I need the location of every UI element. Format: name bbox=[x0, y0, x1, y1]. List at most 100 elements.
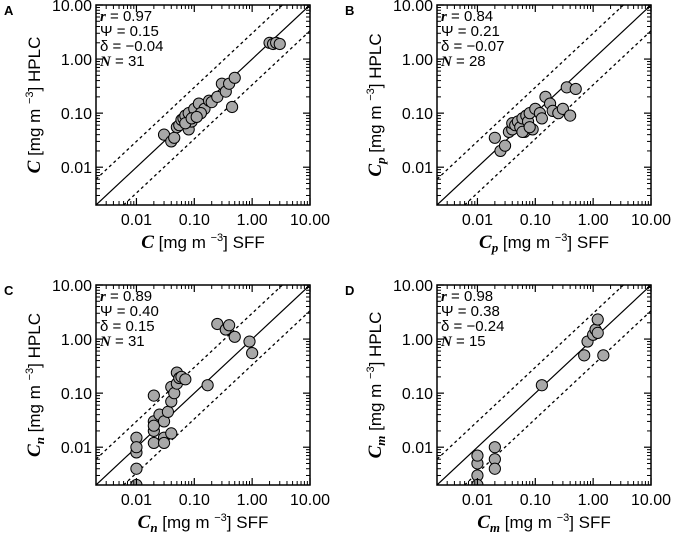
y-tick-label: 0.01 bbox=[61, 160, 92, 177]
y-tick-label: 0.01 bbox=[402, 160, 433, 177]
data-point bbox=[597, 349, 610, 362]
data-point bbox=[190, 110, 203, 124]
data-point bbox=[228, 71, 241, 84]
x-tick-label: 10.00 bbox=[631, 492, 671, 509]
y-axis-label: Cn [mg m −3] HPLC bbox=[24, 313, 47, 457]
y-tick-label: 0.01 bbox=[61, 440, 92, 457]
upper-envelope-line bbox=[437, 285, 624, 460]
panel-letter: A bbox=[4, 3, 14, 18]
y-tick-label: 10.00 bbox=[52, 278, 92, 295]
lower-envelope-line bbox=[123, 30, 310, 205]
stat-n: N = 31 bbox=[99, 53, 145, 70]
x-tick-label: 0.10 bbox=[520, 212, 551, 229]
plot-area bbox=[96, 285, 310, 485]
data-point bbox=[201, 379, 214, 392]
stat-delta: δ = −0.24 bbox=[441, 318, 504, 335]
x-tick-label: 0.10 bbox=[520, 492, 551, 509]
y-tick-label: 0.10 bbox=[402, 106, 433, 123]
panel-letter: B bbox=[345, 3, 354, 18]
data-point bbox=[243, 335, 256, 348]
plot-frame bbox=[436, 4, 652, 206]
y-tick-label: 10.00 bbox=[393, 278, 433, 295]
data-point bbox=[535, 112, 548, 125]
plot-frame bbox=[95, 284, 311, 486]
x-axis-label: Cp [mg m −3] SFF bbox=[479, 232, 609, 255]
stat-psi: Ψ = 0.38 bbox=[441, 303, 500, 320]
stat-psi: Ψ = 0.15 bbox=[100, 23, 159, 40]
lower-envelope-line bbox=[123, 310, 310, 485]
data-point bbox=[273, 37, 286, 51]
stat-n: N = 15 bbox=[440, 333, 486, 350]
data-point bbox=[165, 427, 178, 440]
y-tick-label: 1.00 bbox=[61, 332, 92, 349]
data-point bbox=[147, 389, 160, 402]
stat-n: N = 31 bbox=[99, 333, 145, 350]
data-point bbox=[246, 347, 259, 360]
one-to-one-line bbox=[437, 5, 651, 205]
upper-envelope-line bbox=[96, 5, 283, 180]
upper-envelope-line bbox=[96, 285, 283, 460]
plot-frame bbox=[95, 4, 311, 206]
x-tick-label: 10.00 bbox=[290, 492, 330, 509]
x-tick-label: 0.10 bbox=[179, 492, 210, 509]
plot-area bbox=[96, 5, 310, 205]
x-tick-label: 0.10 bbox=[179, 212, 210, 229]
y-tick-label: 1.00 bbox=[402, 332, 433, 349]
stat-delta: δ = 0.15 bbox=[100, 318, 155, 335]
y-tick-label: 10.00 bbox=[393, 0, 433, 15]
plot-area bbox=[437, 5, 651, 205]
y-tick-label: 1.00 bbox=[61, 52, 92, 69]
data-point bbox=[591, 313, 604, 326]
data-point bbox=[225, 100, 239, 114]
x-axis-label: Cn [mg m −3] SFF bbox=[138, 512, 269, 535]
plot-frame bbox=[436, 284, 652, 486]
y-tick-label: 1.00 bbox=[402, 52, 433, 69]
data-point bbox=[157, 436, 171, 450]
stat-psi: Ψ = 0.21 bbox=[441, 23, 500, 40]
x-axis-label: C [mg m −3] SFF bbox=[141, 232, 264, 253]
x-tick-label: 10.00 bbox=[631, 212, 671, 229]
panel-d: 0.01 0.01 0.10 0.10 1.00 1.00 10.00 10.00 D r = 0… bbox=[345, 278, 671, 535]
x-tick-label: 0.01 bbox=[121, 212, 152, 229]
x-tick-label: 1.00 bbox=[578, 492, 609, 509]
data-point bbox=[130, 441, 143, 454]
data-point bbox=[130, 462, 143, 475]
data-point bbox=[488, 441, 501, 454]
x-tick-label: 1.00 bbox=[237, 492, 268, 509]
panel-letter: D bbox=[345, 283, 354, 298]
y-axis-label: C [mg m −3] HPLC bbox=[24, 37, 45, 174]
x-tick-label: 0.01 bbox=[121, 492, 152, 509]
panel-letter: C bbox=[4, 283, 14, 298]
data-point bbox=[147, 419, 160, 432]
x-tick-label: 1.00 bbox=[578, 212, 609, 229]
data-point bbox=[564, 109, 577, 122]
data-point bbox=[488, 131, 501, 144]
panel-a: 0.01 0.01 0.10 0.10 1.00 1.00 10.00 10.00 A r = 0… bbox=[4, 0, 330, 253]
data-point bbox=[147, 436, 160, 450]
stat-psi: Ψ = 0.40 bbox=[100, 303, 159, 320]
y-tick-label: 10.00 bbox=[52, 0, 92, 15]
stat-r: r = 0.89 bbox=[100, 288, 152, 305]
y-axis-label: Cp [mg m −3] HPLC bbox=[365, 33, 388, 176]
data-point bbox=[523, 121, 536, 134]
stat-n: N = 28 bbox=[440, 53, 486, 70]
stat-r: r = 0.98 bbox=[441, 288, 493, 305]
data-point bbox=[161, 405, 175, 418]
data-point bbox=[488, 462, 501, 475]
stat-r: r = 0.84 bbox=[441, 8, 493, 25]
x-tick-label: 0.01 bbox=[462, 492, 493, 509]
data-point bbox=[535, 379, 548, 392]
data-point bbox=[569, 82, 582, 96]
y-tick-label: 0.10 bbox=[61, 386, 92, 403]
data-point bbox=[211, 317, 224, 331]
y-tick-label: 0.10 bbox=[402, 386, 433, 403]
data-point bbox=[471, 449, 484, 462]
y-tick-label: 0.10 bbox=[61, 106, 92, 123]
x-axis-label: Cm [mg m −3] SFF bbox=[477, 512, 611, 535]
panel-b: 0.01 0.01 0.10 0.10 1.00 1.00 10.00 10.00 B r = 0… bbox=[345, 0, 671, 255]
x-tick-label: 1.00 bbox=[237, 212, 268, 229]
y-tick-label: 0.01 bbox=[402, 440, 433, 457]
stat-delta: δ = −0.04 bbox=[100, 38, 163, 55]
stat-r: r = 0.97 bbox=[100, 8, 152, 25]
